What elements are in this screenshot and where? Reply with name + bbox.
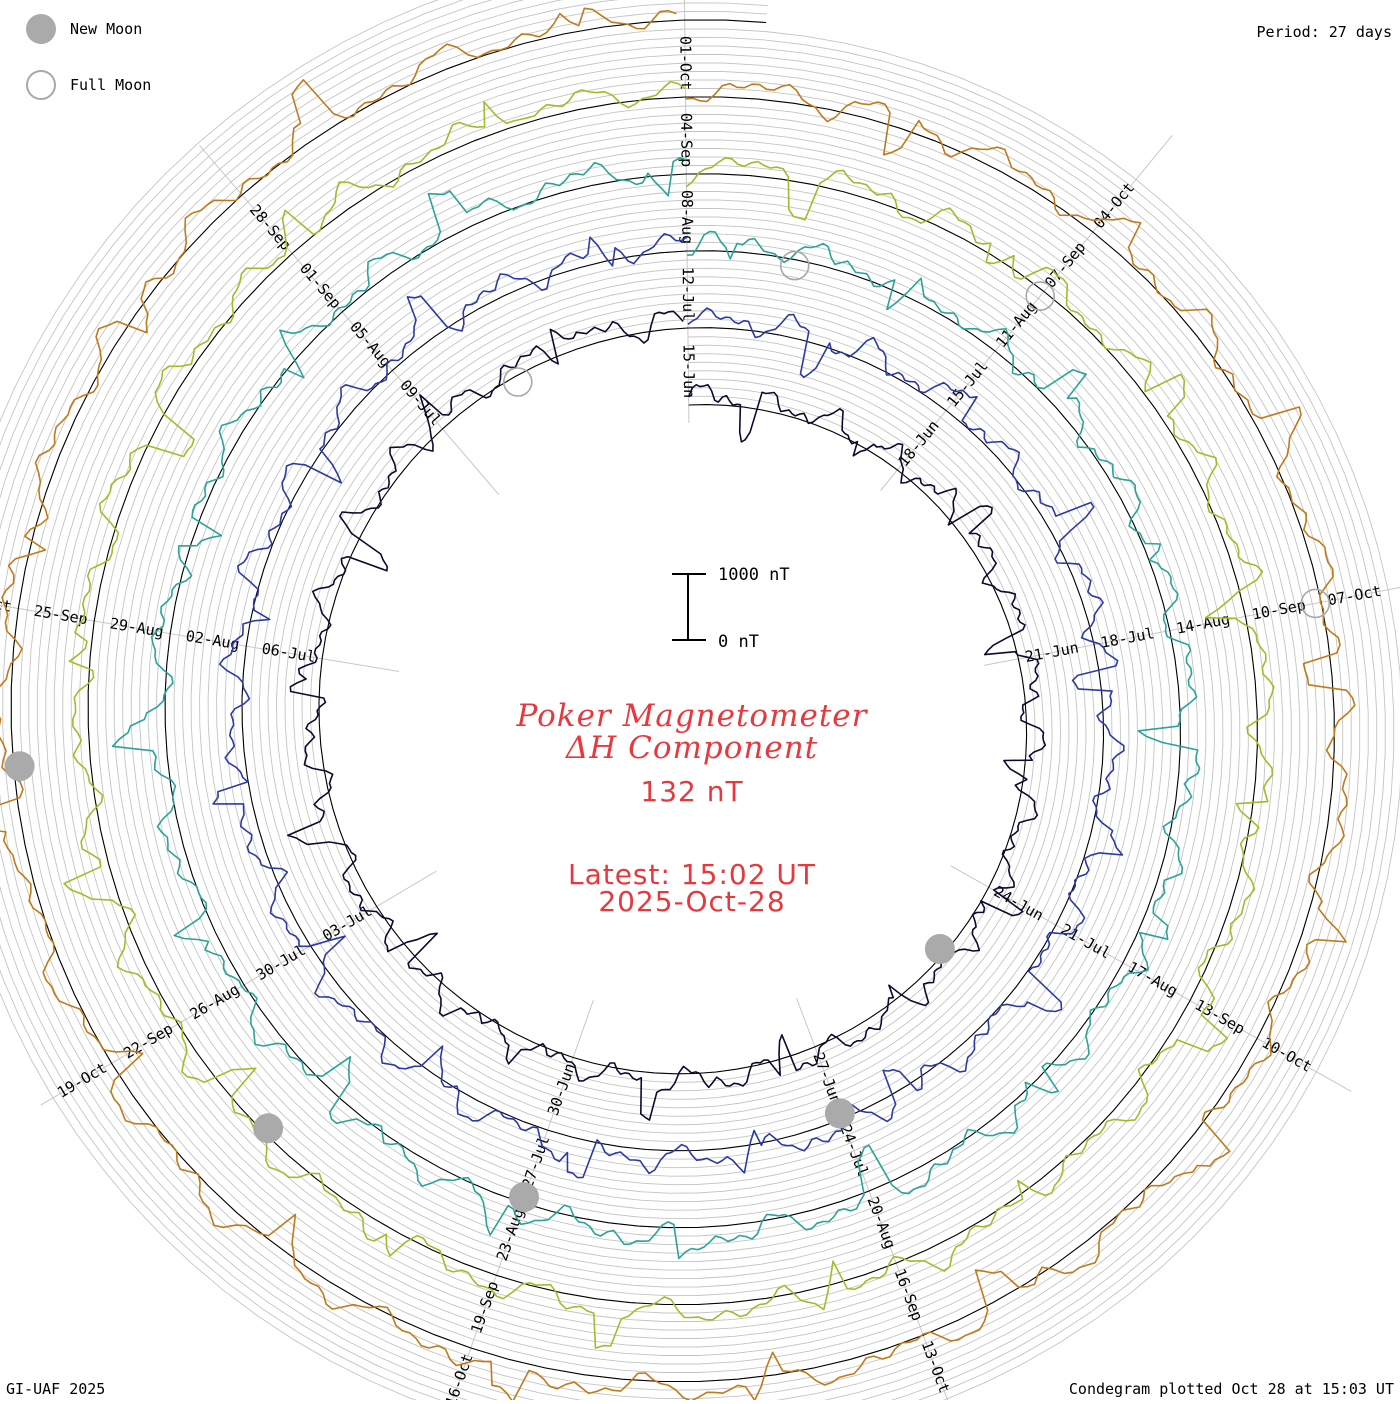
date-label: 23-Aug [493, 1206, 528, 1263]
chart-title-line1: Poker Magnetometer [516, 698, 868, 734]
rotation-trace-01-Oct [0, 7, 1356, 1403]
scale-bar-top-label: 1000 nT [718, 565, 790, 585]
latest-time: Latest: 15:02 UT [567, 858, 817, 891]
current-value: 132 nT [640, 775, 744, 808]
date-label: 04-Oct [1090, 179, 1138, 232]
grid-radial-line [40, 870, 437, 1106]
full-moon-icon [26, 70, 56, 100]
new-moon-icon [26, 14, 56, 44]
rotation-trace-12-Jul [212, 233, 1125, 1179]
date-label: 07-Sep [1041, 238, 1089, 291]
date-label: 27-Jul [518, 1133, 553, 1190]
grid-spiral-line [0, 0, 1361, 1404]
new-moon-marker [924, 934, 955, 964]
baseline-spiral [10, 19, 1335, 1383]
legend-full-moon: Full Moon [26, 70, 151, 100]
footer-plot-time: Condegram plotted Oct 28 at 15:03 UT [1068, 1380, 1394, 1398]
grid-radial-line [796, 997, 950, 1404]
footer-credit: GI-UAF 2025 [6, 1380, 106, 1398]
full-moon-marker [502, 367, 533, 397]
date-label: 28-Sep [246, 201, 295, 254]
rotation-trace-08-Aug [111, 157, 1201, 1260]
grid-radial-line [0, 604, 400, 672]
scale-bar: 1000 nT 0 nT [672, 565, 790, 652]
latest-date: 2025-Oct-28 [598, 885, 786, 918]
new-moon-marker [253, 1113, 284, 1144]
date-label: 15-Jul [943, 357, 991, 410]
period-label: Period: 27 days [1256, 23, 1392, 41]
rotation-trace-15-Jun [287, 310, 1047, 1121]
data-traces [0, 7, 1356, 1403]
date-label: 30-Jun [544, 1061, 579, 1118]
date-label: 08-Aug [678, 190, 697, 244]
full-moon-marker [1300, 588, 1331, 619]
chart-title-line2: ΔH Component [565, 730, 819, 766]
new-moon-marker [4, 751, 35, 782]
legend-full-moon-label: Full Moon [70, 76, 152, 94]
date-label: 09-Jul [396, 376, 445, 429]
full-moon-marker [1025, 281, 1055, 311]
grid-radial-line [880, 134, 1173, 491]
grid-radial-line [983, 586, 1400, 666]
full-moon-marker [779, 250, 810, 281]
date-label: 16-Sep [891, 1266, 927, 1323]
grid-spiral-line [0, 0, 1369, 1404]
scale-bar-bottom-label: 0 nT [718, 632, 759, 652]
new-moon-marker [824, 1098, 855, 1129]
grid-radial-line [199, 145, 500, 495]
date-label: 20-Aug [864, 1194, 900, 1251]
moon-markers [4, 250, 1331, 1213]
date-label: 01-Oct [676, 36, 695, 90]
grid-spiral-line [2, 11, 1344, 1391]
date-label: 12-Jul [679, 267, 698, 321]
date-label: 06-Jul [260, 639, 316, 666]
date-label: 29-Aug [109, 614, 165, 641]
date-label: 25-Sep [33, 602, 89, 629]
new-moon-marker [509, 1182, 539, 1213]
legend-new-moon-label: New Moon [70, 20, 143, 38]
rotation-trace-04-Sep [63, 80, 1275, 1349]
date-label: 13-Oct [918, 1338, 954, 1395]
date-label: 04-Sep [677, 113, 696, 167]
date-label: 11-Aug [992, 298, 1040, 351]
grid-radial-line [950, 865, 1352, 1092]
grid-radial-line [683, 0, 690, 424]
grid-spiral-line [0, 2, 1352, 1399]
date-label: 15-Jun [680, 344, 699, 398]
date-label: 01-Sep [296, 259, 345, 312]
legend-new-moon: New Moon [26, 14, 142, 44]
